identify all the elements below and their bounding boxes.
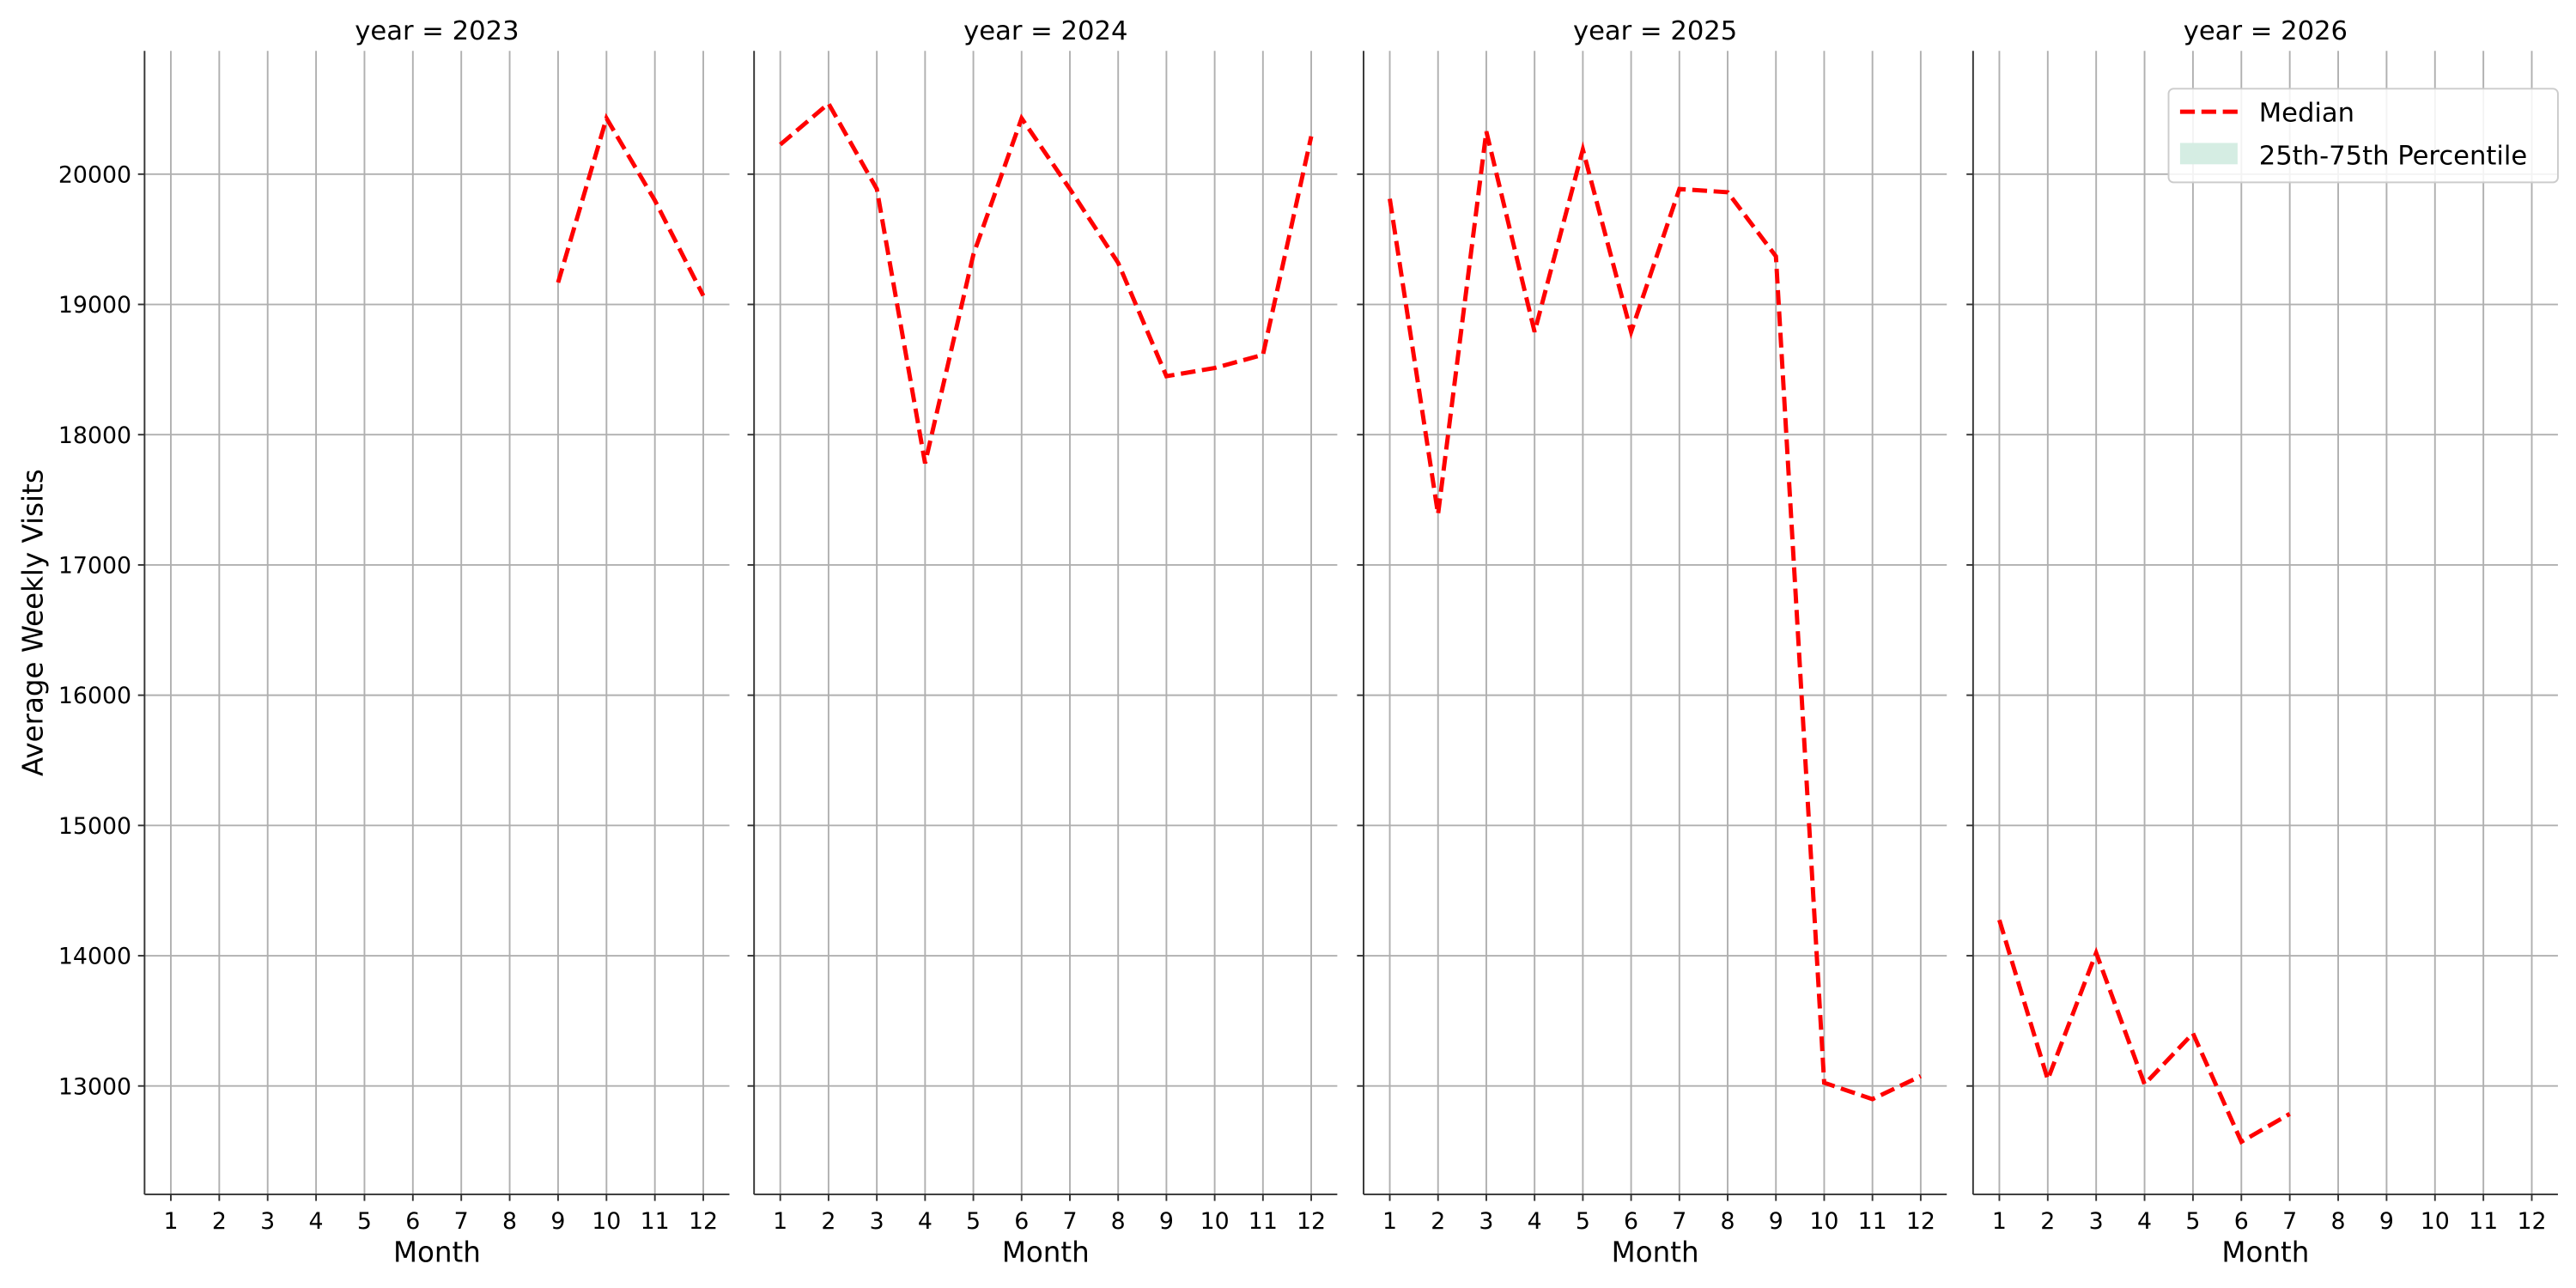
x-tick-label: 8 (1721, 1208, 1735, 1235)
x-tick-label: 12 (2517, 1208, 2546, 1235)
x-tick-label: 6 (1014, 1208, 1029, 1235)
x-tick-label: 2 (2040, 1208, 2055, 1235)
x-tick-label: 10 (1200, 1208, 1230, 1235)
x-tick-label: 7 (2282, 1208, 2297, 1235)
y-tick-label: 20000 (58, 161, 131, 188)
legend-label: 25th-75th Percentile (2259, 141, 2528, 171)
x-tick-label: 5 (1576, 1208, 1590, 1235)
panel-title: year = 2023 (355, 16, 519, 46)
x-tick-label: 9 (1159, 1208, 1174, 1235)
panel-title: year = 2026 (2184, 16, 2348, 46)
panel-title: year = 2024 (963, 16, 1127, 46)
x-tick-label: 12 (689, 1208, 718, 1235)
x-axis-label: Month (1002, 1236, 1090, 1268)
x-tick-label: 7 (1062, 1208, 1077, 1235)
x-axis-label: Month (2221, 1236, 2309, 1268)
legend-box (2167, 88, 2559, 184)
x-tick-label: 1 (1992, 1208, 2007, 1235)
x-tick-label: 9 (1769, 1208, 1783, 1235)
x-tick-label: 10 (2421, 1208, 2450, 1235)
x-tick-label: 4 (309, 1208, 324, 1235)
x-tick-label: 9 (2379, 1208, 2394, 1235)
y-tick-label: 19000 (58, 292, 131, 319)
median-line (556, 112, 706, 297)
legend-label: Median (2259, 99, 2354, 129)
x-tick-label: 11 (1249, 1208, 1278, 1235)
x-tick-label: 11 (2469, 1208, 2498, 1235)
x-tick-label: 1 (1382, 1208, 1397, 1235)
x-tick-label: 2 (1431, 1208, 1445, 1235)
x-tick-label: 6 (1624, 1208, 1638, 1235)
y-tick-label: 16000 (58, 683, 131, 709)
panel-title: year = 2025 (1573, 16, 1737, 46)
x-tick-label: 4 (918, 1208, 933, 1235)
x-tick-label: 5 (966, 1208, 981, 1235)
x-tick-label: 8 (502, 1208, 517, 1235)
median-line (1388, 131, 1922, 1102)
x-tick-label: 3 (870, 1208, 884, 1235)
x-axis-label: Month (1612, 1236, 1699, 1268)
x-tick-label: 6 (405, 1208, 420, 1235)
y-tick-label: 15000 (58, 813, 131, 840)
x-tick-label: 10 (1809, 1208, 1838, 1235)
x-tick-label: 3 (260, 1208, 275, 1235)
y-tick-label: 13000 (58, 1073, 131, 1100)
x-tick-label: 7 (1672, 1208, 1686, 1235)
x-tick-label: 3 (2089, 1208, 2104, 1235)
x-tick-label: 8 (2331, 1208, 2346, 1235)
x-tick-label: 2 (821, 1208, 835, 1235)
x-tick-label: 4 (1528, 1208, 1542, 1235)
median-line (1997, 919, 2291, 1145)
y-tick-label: 14000 (58, 944, 131, 970)
legend-swatch (2179, 143, 2238, 165)
x-tick-label: 2 (212, 1208, 227, 1235)
x-tick-label: 11 (641, 1208, 670, 1235)
y-axis-label: Average Weekly Visits (17, 469, 50, 776)
median-line (779, 100, 1314, 465)
x-tick-label: 1 (163, 1208, 178, 1235)
x-axis-label: Month (393, 1236, 481, 1268)
x-tick-label: 5 (357, 1208, 372, 1235)
x-tick-label: 9 (550, 1208, 565, 1235)
x-tick-label: 12 (1297, 1208, 1326, 1235)
x-tick-label: 1 (773, 1208, 787, 1235)
x-tick-label: 4 (2137, 1208, 2152, 1235)
x-tick-label: 7 (454, 1208, 469, 1235)
y-tick-label: 18000 (58, 422, 131, 449)
x-tick-label: 5 (2185, 1208, 2200, 1235)
x-tick-label: 6 (2234, 1208, 2249, 1235)
x-tick-label: 8 (1111, 1208, 1126, 1235)
x-tick-label: 10 (592, 1208, 621, 1235)
y-tick-label: 17000 (58, 552, 131, 579)
x-tick-label: 12 (1906, 1208, 1935, 1235)
x-tick-label: 11 (1858, 1208, 1887, 1235)
x-tick-label: 3 (1479, 1208, 1493, 1235)
